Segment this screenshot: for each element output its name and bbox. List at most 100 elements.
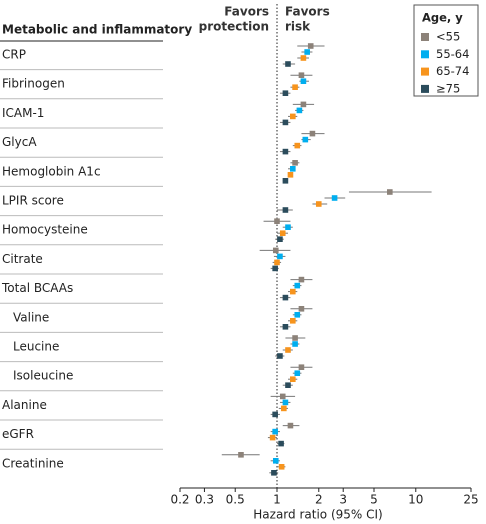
point-marker (296, 107, 303, 114)
point-marker (309, 130, 316, 137)
point-marker (272, 411, 278, 418)
point-marker (307, 43, 314, 49)
point-marker (294, 142, 301, 149)
x-tick-label: 10 (408, 493, 423, 507)
category-label: Hemoglobin A1c (2, 164, 101, 178)
x-axis-label: Hazard ratio (95% CI) (253, 508, 382, 522)
point-marker (302, 136, 309, 143)
annotation-risk: Favors (285, 5, 330, 19)
point-marker (278, 440, 284, 447)
legend-label: 65-74 (436, 64, 469, 78)
category-label: Citrate (2, 252, 43, 266)
header: Metabolic and inflammatory (2, 23, 192, 37)
category-label: LPIR score (2, 194, 64, 208)
annotation-protection: protection (199, 20, 269, 34)
x-tick-label: 3 (339, 493, 347, 507)
point-marker (298, 72, 305, 78)
x-tick-label: 0.5 (226, 493, 245, 507)
point-marker (298, 276, 305, 283)
point-marker (272, 265, 278, 272)
legend-box (413, 4, 479, 97)
annotation-risk: risk (285, 20, 311, 34)
point-marker (271, 470, 277, 476)
point-marker (272, 247, 279, 254)
category-label: Isoleucine (13, 369, 73, 383)
point-marker (272, 458, 279, 464)
category-label: GlycA (2, 135, 37, 149)
point-marker (387, 189, 393, 195)
category-label: Alanine (2, 398, 47, 412)
point-marker (300, 55, 307, 61)
point-marker (285, 347, 291, 353)
legend-swatch (421, 50, 429, 59)
annotation-protection: Favors (224, 5, 269, 19)
category-label: eGFR (2, 427, 34, 441)
legend-label: 55-64 (436, 47, 469, 61)
point-marker (282, 399, 289, 406)
point-marker (290, 113, 296, 120)
point-marker (269, 434, 276, 441)
point-marker (278, 464, 285, 470)
category-label: Total BCAAs (1, 281, 73, 295)
point-marker (285, 382, 291, 388)
x-tick-label: 2 (315, 493, 323, 507)
legend-swatch (421, 84, 429, 93)
point-marker (277, 353, 283, 359)
point-marker (292, 341, 298, 347)
point-marker (282, 324, 289, 330)
point-marker (294, 312, 301, 318)
point-marker (290, 376, 296, 382)
category-label: CRP (2, 48, 26, 62)
point-marker (292, 335, 298, 341)
point-marker (282, 119, 289, 126)
point-marker (290, 166, 296, 172)
point-marker (290, 288, 296, 295)
point-marker (277, 236, 283, 242)
x-tick-label: 1 (273, 493, 281, 507)
point-marker (290, 318, 296, 324)
point-marker (272, 428, 278, 435)
point-marker (274, 259, 280, 266)
point-marker (281, 405, 287, 412)
point-marker (331, 195, 338, 201)
point-marker (287, 422, 294, 429)
x-tick-label: 0.3 (195, 493, 214, 507)
point-marker (304, 49, 310, 55)
point-marker (282, 148, 289, 155)
legend-label: ≥75 (436, 81, 460, 95)
category-label: Valine (13, 310, 49, 324)
point-marker (238, 452, 244, 458)
legend-label: <55 (436, 30, 460, 44)
point-marker (282, 90, 289, 96)
point-marker (274, 218, 280, 224)
point-marker (294, 282, 301, 289)
category-label: ICAM-1 (2, 106, 44, 120)
point-marker (282, 207, 289, 213)
legend-swatch (421, 33, 429, 41)
category-label: Creatinine (2, 456, 64, 470)
x-tick-label: 5 (370, 493, 378, 507)
point-marker (292, 160, 298, 166)
point-marker (298, 306, 305, 312)
point-marker (279, 230, 286, 236)
point-marker (292, 84, 298, 90)
point-marker (300, 78, 307, 84)
point-marker (279, 393, 286, 400)
x-tick-label: 0.2 (170, 493, 189, 507)
legend-title: Age, y (422, 11, 463, 25)
point-marker (315, 201, 322, 207)
point-marker (282, 294, 289, 301)
x-tick-label: 25 (463, 493, 478, 507)
point-marker (287, 172, 294, 178)
point-marker (282, 178, 289, 184)
point-marker (294, 370, 301, 376)
point-marker (285, 61, 291, 67)
point-marker (300, 101, 307, 108)
point-marker (277, 253, 283, 260)
legend-swatch (421, 67, 429, 76)
category-label: Fibrinogen (2, 77, 65, 91)
category-label: Leucine (13, 340, 59, 354)
category-label: Homocysteine (2, 223, 88, 237)
point-marker (298, 364, 305, 370)
